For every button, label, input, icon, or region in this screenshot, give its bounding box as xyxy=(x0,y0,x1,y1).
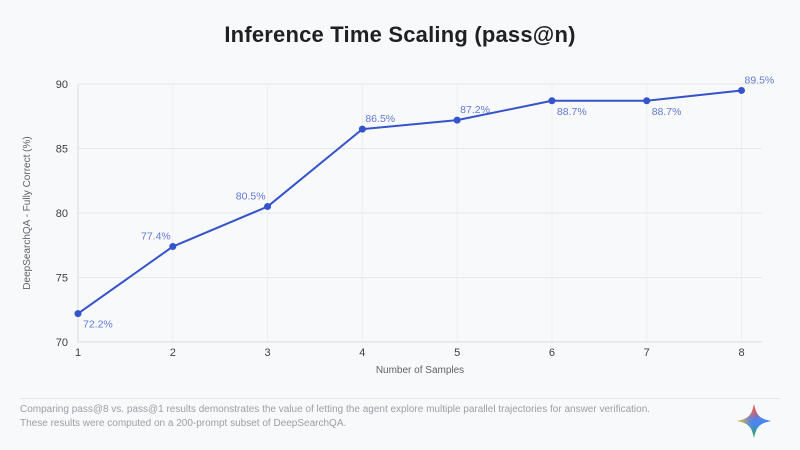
footer-divider xyxy=(20,398,780,399)
data-point xyxy=(738,86,745,94)
x-tick-label: 1 xyxy=(75,347,81,359)
data-point-label: 72.2% xyxy=(83,319,113,331)
data-point xyxy=(74,310,82,318)
data-point xyxy=(358,125,366,133)
x-tick-label: 5 xyxy=(454,347,460,359)
data-point xyxy=(169,243,177,251)
x-tick-label: 8 xyxy=(738,347,744,359)
data-point-label: 88.7% xyxy=(652,106,682,118)
x-axis-title: Number of Samples xyxy=(376,365,464,376)
data-point-label: 86.5% xyxy=(365,113,395,125)
x-tick-label: 7 xyxy=(644,347,650,359)
y-tick-label: 85 xyxy=(56,143,68,155)
chart-title: Inference Time Scaling (pass@n) xyxy=(224,22,576,47)
footer: Comparing pass@8 vs. pass@1 results demo… xyxy=(20,403,700,431)
data-point xyxy=(548,97,556,105)
data-point-label: 89.5% xyxy=(745,74,775,86)
footer-note-line1: Comparing pass@8 vs. pass@1 results demo… xyxy=(20,404,651,415)
y-tick-label: 70 xyxy=(56,337,68,349)
gemini-sparkle-icon xyxy=(736,403,772,439)
x-tick-label: 6 xyxy=(549,347,555,359)
data-point xyxy=(643,97,651,105)
data-point-label: 87.2% xyxy=(460,104,490,116)
y-axis-title: DeepSearchQA - Fully Correct (%) xyxy=(22,136,33,289)
data-point xyxy=(453,116,461,124)
y-tick-label: 80 xyxy=(56,208,68,220)
x-tick-label: 3 xyxy=(265,347,271,359)
data-point xyxy=(264,203,272,211)
data-point-label: 80.5% xyxy=(236,191,266,203)
x-tick-label: 4 xyxy=(359,347,365,359)
data-point-label: 88.7% xyxy=(557,106,587,118)
data-point-label: 77.4% xyxy=(141,231,171,243)
y-tick-label: 75 xyxy=(56,272,68,284)
y-tick-label: 90 xyxy=(56,79,68,91)
series-line xyxy=(77,89,743,315)
footer-note-line2: These results were computed on a 200-pro… xyxy=(20,418,347,429)
x-tick-label: 2 xyxy=(170,347,176,359)
